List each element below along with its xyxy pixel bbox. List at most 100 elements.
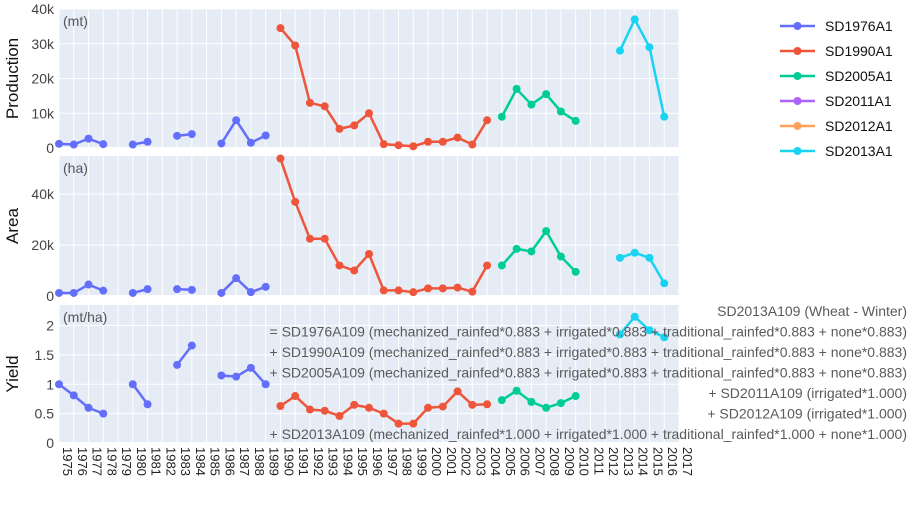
legend-swatch-marker xyxy=(793,97,802,105)
x-tick-label: 1993 xyxy=(326,447,341,476)
data-point-sd1990a1 xyxy=(468,287,477,296)
x-tick-label: 1980 xyxy=(134,447,149,476)
data-point-sd1976a1 xyxy=(143,400,152,409)
data-point-sd1976a1 xyxy=(69,391,78,400)
x-tick-label: 1979 xyxy=(119,447,134,476)
x-tick-label: 1999 xyxy=(414,447,429,476)
data-point-sd1990a1 xyxy=(483,116,492,125)
x-tick-label: 1978 xyxy=(104,447,119,476)
data-point-sd1976a1 xyxy=(84,403,93,412)
data-point-sd2005a1 xyxy=(527,247,536,256)
data-point-sd2013a1 xyxy=(660,112,669,121)
data-point-sd1976a1 xyxy=(143,137,152,146)
annotation-line: = SD1976A109 (mechanized_rainfed*0.883 +… xyxy=(270,324,907,340)
data-point-sd2005a1 xyxy=(497,261,506,270)
data-point-sd2005a1 xyxy=(542,403,551,412)
annotation-line: SD2013A109 (Wheat - Winter) xyxy=(717,303,907,319)
data-point-sd1990a1 xyxy=(350,121,359,130)
x-tick-label: 2006 xyxy=(518,447,533,476)
data-point-sd1990a1 xyxy=(305,234,314,243)
legend-swatch-marker xyxy=(793,47,802,55)
x-tick-label: 1977 xyxy=(90,447,105,476)
y-axis-title: Yield xyxy=(3,355,22,392)
legend-swatch-marker xyxy=(793,72,802,80)
annotation-line: + SD1990A109 (mechanized_rainfed*0.883 +… xyxy=(270,344,907,360)
y-tick-label: 40k xyxy=(31,1,55,17)
data-point-sd2013a1 xyxy=(615,330,624,339)
data-point-sd2013a1 xyxy=(630,312,639,321)
data-point-sd1976a1 xyxy=(173,285,182,294)
data-point-sd1990a1 xyxy=(468,140,477,149)
unit-label: (mt) xyxy=(63,13,88,29)
data-point-sd1990a1 xyxy=(276,24,285,33)
unit-label: (mt/ha) xyxy=(63,309,107,325)
x-tick-label: 2001 xyxy=(444,447,459,476)
x-tick-label: 1975 xyxy=(60,447,75,476)
data-point-sd1990a1 xyxy=(291,392,300,401)
x-tick-label: 1995 xyxy=(355,447,370,476)
data-point-sd2013a1 xyxy=(660,279,669,288)
data-point-sd1976a1 xyxy=(261,282,270,291)
data-point-sd1990a1 xyxy=(379,286,388,295)
data-point-sd1990a1 xyxy=(335,411,344,420)
x-tick-label: 2007 xyxy=(532,447,547,476)
data-point-sd1990a1 xyxy=(335,124,344,133)
legend-label: SD2011A1 xyxy=(825,93,892,109)
formula-annotation: SD2013A109 (Wheat - Winter) = SD1976A109 … xyxy=(270,303,907,442)
data-point-sd1976a1 xyxy=(246,363,255,372)
data-point-sd1976a1 xyxy=(99,140,108,149)
data-point-sd2005a1 xyxy=(512,386,521,395)
data-point-sd1990a1 xyxy=(305,405,314,414)
series-line-sd1976a1 xyxy=(58,383,104,415)
data-point-sd1990a1 xyxy=(365,250,373,258)
data-point-sd1990a1 xyxy=(350,400,359,409)
data-point-sd1976a1 xyxy=(128,288,137,297)
x-tick-label: 1985 xyxy=(208,447,223,476)
x-tick-label: 1989 xyxy=(267,447,282,476)
x-tick-label: 1982 xyxy=(163,447,178,476)
x-tick-label: 1991 xyxy=(296,447,311,476)
data-point-sd2013a1 xyxy=(645,253,654,262)
series-line-sd1976a1 xyxy=(220,276,267,294)
legend-label: SD2012A1 xyxy=(825,118,893,134)
y-tick-label: 0 xyxy=(46,435,54,451)
data-point-sd2005a1 xyxy=(497,396,506,405)
x-tick-label: 2000 xyxy=(429,447,444,476)
data-point-sd1990a1 xyxy=(305,98,314,107)
series-line-sd1976a1 xyxy=(58,137,104,146)
data-point-sd1990a1 xyxy=(438,402,447,411)
data-point-sd1990a1 xyxy=(438,284,447,293)
annotation-line: + SD2012A109 (irrigated*1.000) xyxy=(707,406,907,422)
data-point-sd1990a1 xyxy=(394,419,403,428)
data-point-sd2013a1 xyxy=(660,333,669,342)
data-point-sd1976a1 xyxy=(187,130,196,139)
data-point-sd1990a1 xyxy=(453,133,462,142)
data-point-sd1976a1 xyxy=(232,372,241,381)
data-point-sd1976a1 xyxy=(187,285,196,294)
y-axis-title: Area xyxy=(3,208,22,244)
data-point-sd1990a1 xyxy=(365,403,373,412)
data-point-sd2013a1 xyxy=(630,248,639,257)
y-tick-label: 0 xyxy=(46,140,54,156)
y-tick-label: 30k xyxy=(31,36,55,52)
panel-yield: 0 0.5 1 1.5 2 Yield (mt/ha) xyxy=(3,305,680,451)
data-point-sd1976a1 xyxy=(99,409,108,418)
data-point-sd1990a1 xyxy=(409,288,418,297)
data-point-sd2013a1 xyxy=(615,253,624,262)
data-point-sd1976a1 xyxy=(261,380,270,389)
data-point-sd2005a1 xyxy=(512,84,521,93)
data-point-sd1976a1 xyxy=(143,285,152,294)
data-point-sd2013a1 xyxy=(645,43,654,52)
x-tick-label: 1987 xyxy=(237,447,252,476)
data-point-sd2005a1 xyxy=(512,244,521,253)
data-point-sd1976a1 xyxy=(99,286,108,295)
data-point-sd1976a1 xyxy=(261,131,270,140)
data-point-sd2013a1 xyxy=(630,15,639,24)
data-point-sd1990a1 xyxy=(438,137,447,146)
data-point-sd2005a1 xyxy=(556,399,565,408)
legend-swatch-marker xyxy=(793,22,802,30)
data-point-sd1976a1 xyxy=(173,131,182,140)
x-tick-label: 1984 xyxy=(193,447,208,476)
series-line-sd1976a1 xyxy=(59,283,104,295)
